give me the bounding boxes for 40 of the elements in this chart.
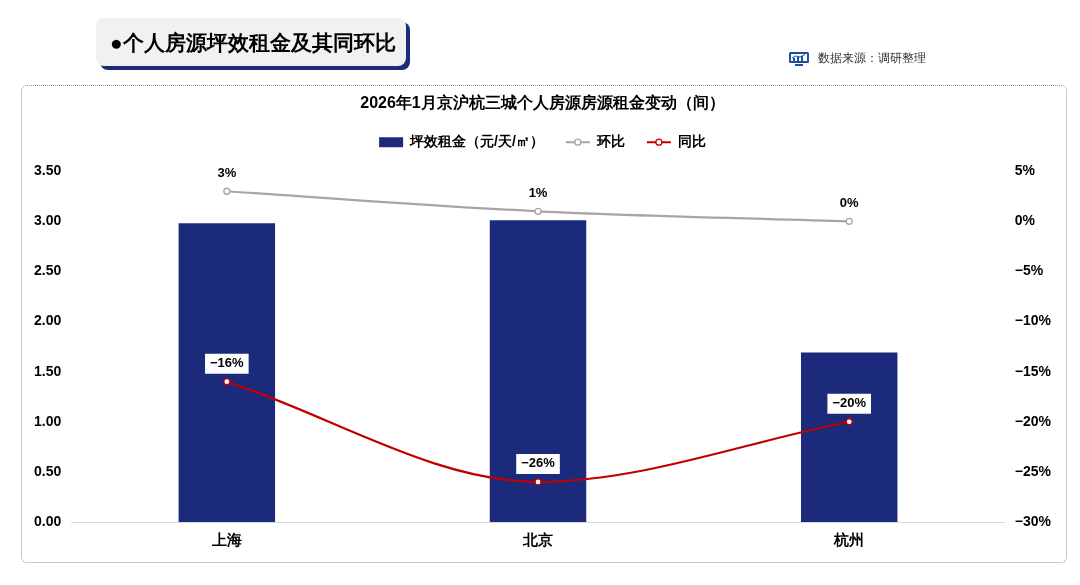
point xyxy=(534,478,542,486)
y-tick-label: 1.50 xyxy=(34,362,62,379)
x-tick-label: 上海 xyxy=(210,531,242,549)
y-tick-label: 0.00 xyxy=(34,512,62,529)
legend-label: 坪效租金（元/天/㎡） xyxy=(409,133,544,150)
data-label: 0% xyxy=(839,194,860,210)
y2-tick-label: −25% xyxy=(1014,462,1052,479)
x-tick-label: 杭州 xyxy=(833,531,865,549)
bar xyxy=(800,352,898,522)
point xyxy=(223,378,231,386)
y-tick-label: 0.50 xyxy=(34,462,62,479)
y2-tick-label: −30% xyxy=(1014,512,1052,529)
point xyxy=(845,217,853,225)
y2-tick-label: −10% xyxy=(1014,312,1052,329)
point xyxy=(223,187,231,195)
bar xyxy=(178,223,276,522)
data-label: −16% xyxy=(210,355,245,371)
data-label: 3% xyxy=(217,164,237,180)
legend-label: 环比 xyxy=(595,133,625,150)
data-label: −26% xyxy=(521,455,556,471)
y2-tick-label: 0% xyxy=(1014,212,1036,229)
source-note: 数据来源：调研整理 xyxy=(818,50,926,67)
y2-tick-label: −15% xyxy=(1014,362,1052,379)
y2-tick-label: −5% xyxy=(1014,262,1044,279)
data-label: −20% xyxy=(832,395,867,411)
bar xyxy=(489,220,587,522)
y2-tick-label: 5% xyxy=(1014,162,1036,179)
y-tick-label: 3.50 xyxy=(34,162,62,179)
y-tick-label: 2.00 xyxy=(34,312,62,329)
chart-title: ●个人房源坪效租金及其同环比 xyxy=(110,30,396,56)
point xyxy=(845,418,853,426)
chart-subtitle: 2026年1月京沪杭三城个人房源房源租金变动（间） xyxy=(360,93,725,113)
y2-tick-label: −20% xyxy=(1014,412,1052,429)
legend-label: 同比 xyxy=(677,133,706,150)
y-tick-label: 3.00 xyxy=(34,212,62,229)
point xyxy=(534,207,542,215)
y-tick-label: 2.50 xyxy=(34,262,62,279)
data-label: 1% xyxy=(528,184,548,200)
x-tick-label: 北京 xyxy=(522,531,554,549)
y-tick-label: 1.00 xyxy=(34,412,62,429)
